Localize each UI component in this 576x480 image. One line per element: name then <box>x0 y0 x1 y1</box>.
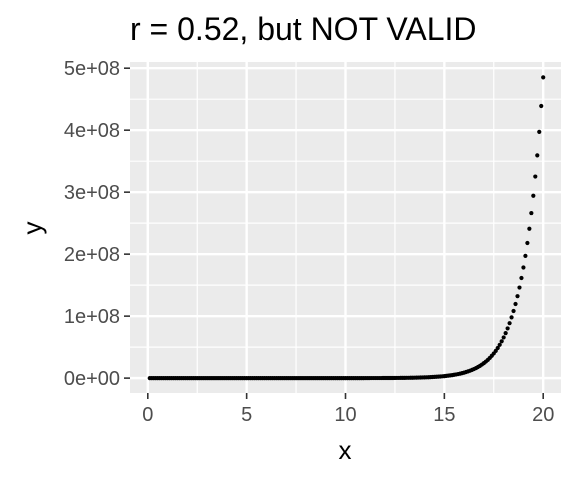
y-axis: 0e+00 1e+08 2e+08 3e+08 4e+08 5e+08 <box>64 58 130 390</box>
y-tick-label: 1e+08 <box>64 306 120 328</box>
y-tick-label: 0e+00 <box>64 368 120 390</box>
data-point <box>523 253 528 258</box>
data-point <box>521 265 526 270</box>
data-point <box>513 301 518 307</box>
y-axis-title: y <box>17 222 47 235</box>
data-point <box>541 75 546 80</box>
x-tick-label: 15 <box>433 404 455 426</box>
y-tick-label: 4e+08 <box>64 120 120 142</box>
data-point <box>497 342 502 347</box>
data-point <box>531 193 536 198</box>
data-point <box>507 321 512 326</box>
data-point <box>503 331 508 336</box>
data-point <box>499 339 504 344</box>
x-tick-label: 10 <box>334 404 356 426</box>
data-points <box>147 75 546 381</box>
x-axis-title: x <box>339 435 352 465</box>
y-tick-label: 3e+08 <box>64 182 120 204</box>
y-tick-label: 2e+08 <box>64 244 120 266</box>
data-point <box>515 294 520 299</box>
data-point <box>505 326 510 331</box>
x-axis: 0 5 10 15 20 <box>142 393 554 426</box>
data-point <box>533 174 538 179</box>
data-point <box>519 275 524 281</box>
data-point <box>525 240 530 246</box>
data-point <box>529 210 534 216</box>
data-point <box>501 335 506 340</box>
data-point <box>537 129 542 135</box>
data-point <box>539 103 544 109</box>
x-tick-label: 20 <box>532 404 554 426</box>
data-point <box>517 285 522 290</box>
data-point <box>527 226 532 231</box>
chart-title: r = 0.52, but NOT VALID <box>130 11 477 47</box>
y-tick-label: 5e+08 <box>64 58 120 80</box>
x-tick-label: 0 <box>142 404 153 426</box>
data-point <box>535 153 540 158</box>
data-point <box>511 308 516 314</box>
data-point <box>495 345 500 351</box>
x-tick-label: 5 <box>241 404 252 426</box>
data-point <box>509 315 514 320</box>
